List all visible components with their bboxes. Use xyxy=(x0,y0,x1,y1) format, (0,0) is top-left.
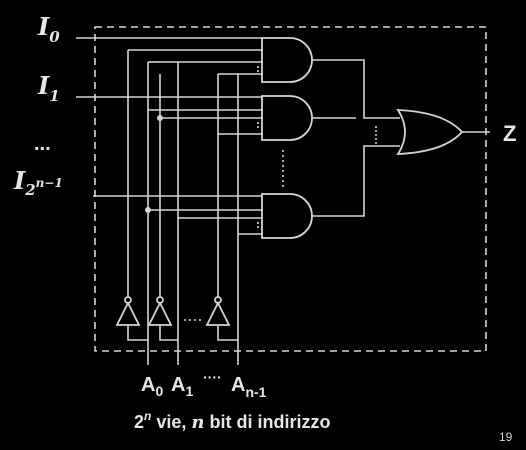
not-a1-in xyxy=(159,325,178,341)
and-gate-1 xyxy=(261,37,313,83)
caption: 2n vie, n bit di indirizzo xyxy=(134,409,330,433)
not-bubble xyxy=(156,296,164,304)
input-label-i1: I1 xyxy=(37,71,60,105)
output-label: Z xyxy=(503,121,516,146)
junction-dot xyxy=(157,115,163,121)
not-bubble xyxy=(214,296,222,304)
and3-out xyxy=(312,145,400,217)
and-gate-2 xyxy=(261,95,313,141)
address-ellipsis: ···· xyxy=(203,369,222,385)
junction-dot xyxy=(145,207,151,213)
not-gate-a0 xyxy=(115,300,141,326)
input-label-i0: I0 xyxy=(37,12,60,46)
not-gate-a1 xyxy=(147,300,173,326)
mux-boundary xyxy=(94,26,487,352)
not-a0-in xyxy=(127,325,148,341)
input-ellipsis: ... xyxy=(34,133,51,155)
or-gate xyxy=(396,109,464,155)
and-gate-3 xyxy=(261,193,313,239)
not-bubble xyxy=(124,296,132,304)
address-label-an: An-1 xyxy=(231,374,267,400)
input-label-ilast: I2n−1 xyxy=(13,166,63,199)
not-an-in xyxy=(217,325,238,341)
and1-out xyxy=(312,59,400,119)
address-label-a1: A1 xyxy=(171,374,193,399)
not-gate-an xyxy=(205,300,231,326)
page-number: 19 xyxy=(499,430,513,444)
address-label-a0: A0 xyxy=(141,374,163,399)
